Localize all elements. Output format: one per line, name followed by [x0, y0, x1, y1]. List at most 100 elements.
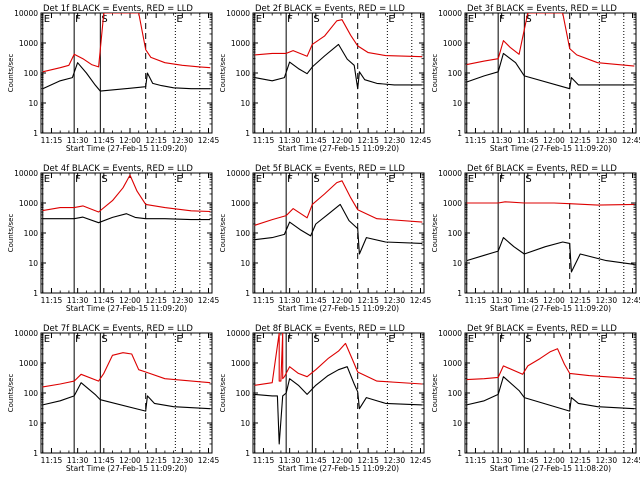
series-line-events — [254, 366, 423, 445]
x-tick-label: 12:15 — [569, 136, 591, 145]
y-axis-label: Counts/sec — [431, 214, 439, 253]
x-tick-label: 12:15 — [357, 296, 379, 305]
series-line-lld — [42, 174, 211, 213]
x-tick-label: 11:45 — [305, 296, 327, 305]
x-tick-label: 11:30 — [67, 136, 89, 145]
y-tick-label: 10000 — [226, 329, 250, 338]
series-line-events — [254, 43, 423, 90]
y-tick-label: 1 — [245, 289, 250, 298]
x-tick-label: 11:15 — [41, 456, 63, 465]
y-axis-label: Counts/sec — [7, 374, 15, 413]
x-tick-label: 11:15 — [253, 136, 275, 145]
y-tick-label: 10000 — [14, 329, 38, 338]
x-tick-label: 11:45 — [305, 456, 327, 465]
series-line-events — [466, 376, 635, 412]
y-tick-label: 10000 — [438, 169, 462, 178]
y-axis-label: Counts/sec — [7, 54, 15, 93]
x-axis-label: Start Time (27-Feb-15 11:09:20) — [66, 144, 187, 153]
chart-title: Det 3f BLACK = Events, RED = LLD — [467, 4, 617, 14]
event-marker-label: F — [75, 174, 81, 185]
x-tick-label: 11:45 — [517, 296, 539, 305]
x-tick-label: 12:30 — [172, 456, 194, 465]
x-tick-label: 12:15 — [145, 136, 167, 145]
y-tick-label: 100 — [24, 229, 39, 238]
chart-title: Det 4f BLACK = Events, RED = LLD — [43, 164, 193, 174]
x-tick-label: 12:30 — [172, 136, 194, 145]
event-marker-label: S — [101, 14, 107, 25]
y-tick-label: 10000 — [438, 9, 462, 18]
event-marker-label: E — [256, 14, 262, 25]
detector-panel-9: Det 9f BLACK = Events, RED = LLD 1 10 100 10… — [431, 324, 640, 473]
event-marker-label: E — [388, 334, 394, 345]
series-line-lld — [42, 13, 211, 73]
x-tick-label: 12:00 — [119, 296, 141, 305]
series-line-events — [254, 203, 423, 255]
series-line-lld — [42, 352, 211, 388]
y-tick-label: 100 — [24, 389, 39, 398]
y-tick-label: 1 — [245, 449, 250, 458]
x-tick-label: 11:15 — [465, 296, 487, 305]
chart-title: Det 7f BLACK = Events, RED = LLD — [43, 324, 193, 334]
series-line-lld — [254, 19, 423, 58]
x-tick-label: 12:45 — [198, 456, 220, 465]
event-marker-label: E — [256, 334, 262, 345]
y-tick-label: 10 — [28, 419, 38, 428]
y-tick-label: 1000 — [19, 359, 38, 368]
series-line-lld — [254, 180, 423, 226]
x-tick-label: 11:45 — [93, 296, 115, 305]
x-tick-label: 11:30 — [279, 296, 301, 305]
y-tick-label: 100 — [448, 389, 463, 398]
event-marker-label: F — [287, 174, 293, 185]
x-tick-label: 12:15 — [145, 296, 167, 305]
event-marker-label: S — [313, 174, 319, 185]
y-tick-label: 10000 — [438, 329, 462, 338]
x-tick-label: 12:00 — [543, 456, 565, 465]
y-tick-label: 1000 — [231, 39, 250, 48]
series-line-lld — [466, 201, 635, 206]
x-tick-label: 12:45 — [622, 136, 640, 145]
x-tick-label: 11:45 — [517, 456, 539, 465]
x-tick-label: 12:15 — [357, 456, 379, 465]
y-tick-label: 10 — [240, 419, 250, 428]
y-tick-label: 1 — [457, 129, 462, 138]
y-tick-label: 100 — [236, 229, 251, 238]
plot-frame — [464, 12, 637, 134]
plot-frame — [40, 172, 213, 294]
y-tick-label: 1 — [457, 289, 462, 298]
event-marker-label: F — [287, 334, 293, 345]
x-tick-label: 12:45 — [622, 296, 640, 305]
x-axis-label: Start Time (27-Feb-15 11:09:20) — [66, 304, 187, 313]
chart-title: Det 2f BLACK = Events, RED = LLD — [255, 4, 405, 14]
event-marker-label: E — [176, 334, 182, 345]
x-axis-label: Start Time (27-Feb-15 11:09:20) — [490, 304, 611, 313]
series-line-events — [466, 237, 635, 273]
y-tick-label: 100 — [236, 389, 251, 398]
y-tick-label: 1 — [245, 129, 250, 138]
event-marker-label: E — [256, 174, 262, 185]
x-tick-label: 12:00 — [119, 456, 141, 465]
event-marker-label: F — [287, 14, 293, 25]
event-marker-label: S — [525, 14, 531, 25]
y-tick-label: 100 — [448, 69, 463, 78]
plot-frame — [464, 332, 637, 454]
y-tick-label: 10000 — [226, 9, 250, 18]
event-marker-label: S — [525, 174, 531, 185]
y-axis-label: Counts/sec — [431, 374, 439, 413]
y-tick-label: 10 — [240, 259, 250, 268]
x-tick-label: 12:30 — [596, 456, 618, 465]
event-marker-label: E — [468, 334, 474, 345]
x-tick-label: 11:45 — [305, 136, 327, 145]
x-tick-label: 11:45 — [93, 456, 115, 465]
event-marker-label: E — [468, 14, 474, 25]
y-tick-label: 100 — [236, 69, 251, 78]
x-axis-label: Start Time (27-Feb-15 11:09:20) — [278, 464, 399, 473]
x-tick-label: 12:30 — [384, 296, 406, 305]
y-tick-label: 1 — [33, 449, 38, 458]
x-tick-label: 12:45 — [198, 296, 220, 305]
x-tick-label: 11:30 — [491, 456, 513, 465]
y-tick-label: 10 — [240, 99, 250, 108]
x-tick-label: 12:30 — [596, 136, 618, 145]
chart-title: Det 9f BLACK = Events, RED = LLD — [467, 324, 617, 334]
y-tick-label: 10000 — [226, 169, 250, 178]
y-tick-label: 10 — [452, 259, 462, 268]
